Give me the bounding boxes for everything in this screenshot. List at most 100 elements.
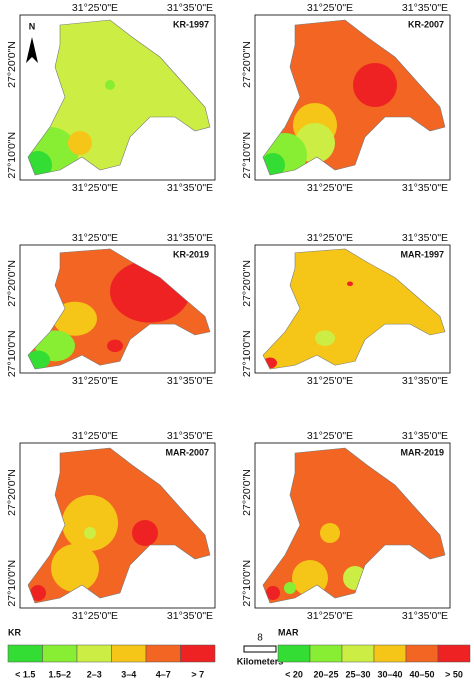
zone	[347, 281, 353, 287]
legend-swatch	[76, 644, 112, 663]
lon-label: 31°35'0"E	[402, 375, 448, 387]
legend-swatch	[42, 644, 78, 663]
map-panel: MAR-2007 31°25'0"E 31°25'0"E 31°35'0"E 31°35…	[6, 430, 216, 622]
zone	[68, 131, 92, 155]
zone	[353, 63, 397, 107]
north-label: N	[29, 21, 36, 31]
lon-label: 31°35'0"E	[167, 2, 213, 14]
zones	[263, 20, 445, 175]
lon-label: 31°35'0"E	[402, 182, 448, 194]
map-panel: MAR-1997 31°25'0"E 31°25'0"E 31°35'0"E 31°35…	[241, 232, 451, 387]
lon-label: 31°25'0"E	[72, 610, 118, 622]
boundary	[27, 447, 211, 604]
zone	[62, 495, 118, 551]
legend-label: > 50	[445, 669, 463, 679]
study-area	[262, 19, 446, 176]
lon-label: 31°35'0"E	[167, 610, 213, 622]
zone	[84, 527, 96, 539]
lon-label: 31°35'0"E	[167, 232, 213, 244]
lat-label: 27°10'0"N	[6, 560, 18, 607]
lon-label: 31°25'0"E	[72, 375, 118, 387]
lat-label: 27°20'0"N	[6, 41, 18, 88]
zone	[132, 520, 158, 546]
zones	[28, 448, 210, 603]
zone	[107, 339, 123, 353]
kr-legend-title: KR	[8, 627, 21, 637]
map-panel: MAR-2019 31°25'0"E 31°25'0"E 31°35'0"E 31°35…	[241, 430, 451, 622]
legend-swatch	[180, 644, 216, 663]
lat-label: 27°20'0"N	[241, 469, 253, 516]
mar-legend-title: MAR	[278, 627, 299, 637]
lat-label: 27°10'0"N	[6, 132, 18, 179]
lon-label: 31°35'0"E	[402, 430, 448, 442]
zone	[51, 544, 99, 592]
lon-label: 31°35'0"E	[167, 182, 213, 194]
scale-bar	[243, 645, 277, 653]
legend-label: 40–50	[409, 669, 434, 679]
legend-label: 2–3	[87, 669, 102, 679]
lon-label: 31°25'0"E	[307, 182, 353, 194]
lon-label: 31°35'0"E	[167, 375, 213, 387]
boundary	[27, 248, 211, 370]
north-arrow	[26, 37, 38, 63]
lat-label: 27°10'0"N	[241, 330, 253, 377]
zone	[266, 586, 280, 600]
base-zone	[263, 248, 445, 370]
lon-label: 31°25'0"E	[72, 430, 118, 442]
study-area	[27, 19, 211, 176]
zone	[320, 523, 340, 543]
panel-title: MAR-2007	[165, 447, 209, 457]
study-area	[27, 447, 211, 604]
legend-swatch	[437, 644, 471, 663]
lon-label: 31°35'0"E	[402, 2, 448, 14]
map-panel: KR-1997 31°25'0"E 31°25'0"E 31°35'0"E 31°35'…	[6, 2, 216, 194]
legend-swatch	[309, 644, 343, 663]
panel-title: KR-1997	[173, 19, 209, 29]
lat-label: 27°20'0"N	[6, 469, 18, 516]
boundary	[262, 447, 446, 604]
zone	[284, 582, 296, 594]
lat-label: 27°20'0"N	[241, 260, 253, 307]
panel-title: KR-2019	[173, 249, 209, 259]
lon-label: 31°25'0"E	[307, 430, 353, 442]
zone	[315, 330, 335, 346]
lat-label: 27°20'0"N	[241, 41, 253, 88]
study-area	[262, 248, 446, 370]
legend-label: 4–7	[156, 669, 171, 679]
scale-distance: 8	[257, 633, 263, 644]
legend-swatch	[145, 644, 181, 663]
panel-title: KR-2007	[408, 19, 444, 29]
legend-label: 25–30	[345, 669, 370, 679]
zones	[263, 248, 445, 370]
legend-label: 30–40	[377, 669, 402, 679]
map-panel: KR-2007 31°25'0"E 31°25'0"E 31°35'0"E 31°35'…	[241, 2, 451, 194]
legend-swatch	[277, 644, 311, 663]
lon-label: 31°35'0"E	[402, 610, 448, 622]
legend-label: < 20	[285, 669, 303, 679]
scale-unit: Kilometers	[237, 656, 284, 666]
lon-label: 31°25'0"E	[307, 375, 353, 387]
zone	[105, 80, 115, 90]
legend-swatch	[373, 644, 407, 663]
legend-label: > 7	[191, 669, 204, 679]
lat-label: 27°20'0"N	[6, 260, 18, 307]
lat-label: 27°10'0"N	[6, 330, 18, 377]
panel-title: MAR-1997	[400, 249, 444, 259]
lon-label: 31°25'0"E	[307, 232, 353, 244]
lon-label: 31°35'0"E	[402, 232, 448, 244]
lat-label: 27°10'0"N	[241, 132, 253, 179]
legend-swatch	[7, 644, 43, 663]
lon-label: 31°25'0"E	[72, 2, 118, 14]
legend-swatch	[111, 644, 147, 663]
legend-swatch	[405, 644, 439, 663]
boundary	[262, 19, 446, 176]
legend-label: 1.5–2	[48, 669, 71, 679]
zone	[30, 585, 46, 601]
lat-label: 27°10'0"N	[241, 560, 253, 607]
lon-label: 31°25'0"E	[307, 2, 353, 14]
legend-swatch	[341, 644, 375, 663]
boundary	[27, 19, 211, 176]
legend-label: 3–4	[121, 669, 136, 679]
lon-label: 31°35'0"E	[167, 430, 213, 442]
